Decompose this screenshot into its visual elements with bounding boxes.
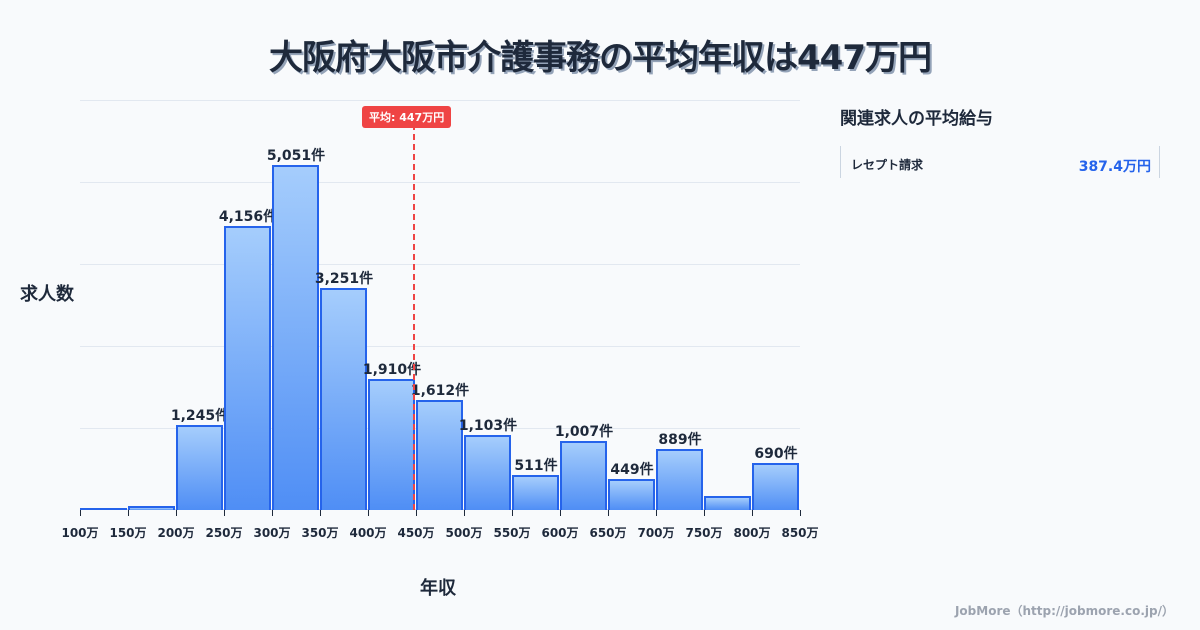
histogram-bar[interactable] xyxy=(656,449,703,510)
histogram-bar[interactable] xyxy=(368,379,415,510)
x-tick-label: 750万 xyxy=(685,526,723,540)
bar-value-label: 1,007件 xyxy=(554,424,614,441)
gridline xyxy=(80,182,800,183)
bar-value-label: 889件 xyxy=(658,432,702,449)
bar-value-label: 3,251件 xyxy=(314,270,374,287)
related-salary-item-value: 387.4万円 xyxy=(1078,159,1151,175)
x-tick xyxy=(704,510,705,516)
gridline xyxy=(80,346,800,347)
bar-value-label: 4,156件 xyxy=(218,209,278,225)
x-axis-label: 年収 xyxy=(420,578,456,599)
x-tick-label: 350万 xyxy=(301,526,339,540)
page-title: 大阪府大阪市介護事務の平均年収は447万円 xyxy=(269,38,932,78)
x-tick-label: 400万 xyxy=(349,526,387,540)
bar-value-label: 1,910件 xyxy=(362,362,422,379)
gridline xyxy=(80,100,800,101)
x-tick xyxy=(224,510,225,516)
x-tick-label: 850万 xyxy=(781,526,819,540)
x-tick xyxy=(176,510,177,516)
bar-value-label: 1,612件 xyxy=(410,382,470,399)
x-tick-label: 800万 xyxy=(733,526,771,540)
x-tick xyxy=(656,510,657,516)
histogram-bar[interactable] xyxy=(608,479,655,510)
x-tick xyxy=(416,510,417,516)
x-tick xyxy=(80,510,81,516)
x-tick xyxy=(464,510,465,516)
x-tick-label: 550万 xyxy=(493,526,531,540)
bar-value-label: 1,245件 xyxy=(170,407,230,424)
x-tick-label: 250万 xyxy=(205,526,243,540)
histogram-bar[interactable] xyxy=(272,164,319,510)
x-tick-label: 650万 xyxy=(589,526,627,540)
x-tick-label: 700万 xyxy=(637,526,675,540)
histogram-bar[interactable] xyxy=(128,505,175,510)
x-tick-label: 100万 xyxy=(61,526,99,540)
x-tick xyxy=(272,510,273,516)
histogram-bar[interactable] xyxy=(512,475,559,510)
related-salary-item[interactable]: レセプト請求 387.4万円 xyxy=(840,146,1160,178)
x-tick xyxy=(560,510,561,516)
histogram-bar[interactable] xyxy=(176,424,223,510)
x-tick-label: 500万 xyxy=(445,526,483,540)
gridline xyxy=(80,264,800,265)
histogram-bar[interactable] xyxy=(416,399,463,510)
average-badge: 平均: 447万円 xyxy=(362,106,452,128)
x-tick xyxy=(752,510,753,516)
related-salary-item-label: レセプト請求 xyxy=(851,158,924,172)
bar-value-label: 511件 xyxy=(514,458,558,475)
x-tick-label: 150万 xyxy=(109,526,147,540)
x-tick xyxy=(800,510,801,516)
x-tick-label: 600万 xyxy=(541,526,579,540)
footer-credit: JobMore（http://jobmore.co.jp/） xyxy=(954,604,1174,618)
related-salary-title: 関連求人の平均給与 xyxy=(840,109,993,129)
histogram-bar[interactable] xyxy=(560,441,607,510)
x-tick xyxy=(368,510,369,516)
histogram-bar[interactable] xyxy=(80,507,127,510)
bar-value-label: 690件 xyxy=(754,445,798,462)
x-tick-label: 450万 xyxy=(397,526,435,540)
x-tick xyxy=(512,510,513,516)
x-tick xyxy=(608,510,609,516)
histogram-bar[interactable] xyxy=(704,496,751,510)
y-axis-label: 求人数 xyxy=(20,284,74,305)
bar-value-label: 449件 xyxy=(610,462,654,479)
x-tick-label: 200万 xyxy=(157,526,195,540)
bar-value-label: 1,103件 xyxy=(458,417,518,434)
histogram-bar[interactable] xyxy=(224,226,271,510)
histogram-bar[interactable] xyxy=(464,434,511,510)
bar-value-label: 5,051件 xyxy=(266,147,326,164)
histogram-plot: 1,245件 4,156件 5,051件 3,251件 1,910件 1,612件 1,10… xyxy=(80,100,800,510)
histogram-bar[interactable] xyxy=(752,462,799,510)
x-tick xyxy=(320,510,321,516)
x-tick-label: 300万 xyxy=(253,526,291,540)
histogram-bar[interactable] xyxy=(320,287,367,510)
x-tick xyxy=(128,510,129,516)
average-line xyxy=(413,124,415,510)
